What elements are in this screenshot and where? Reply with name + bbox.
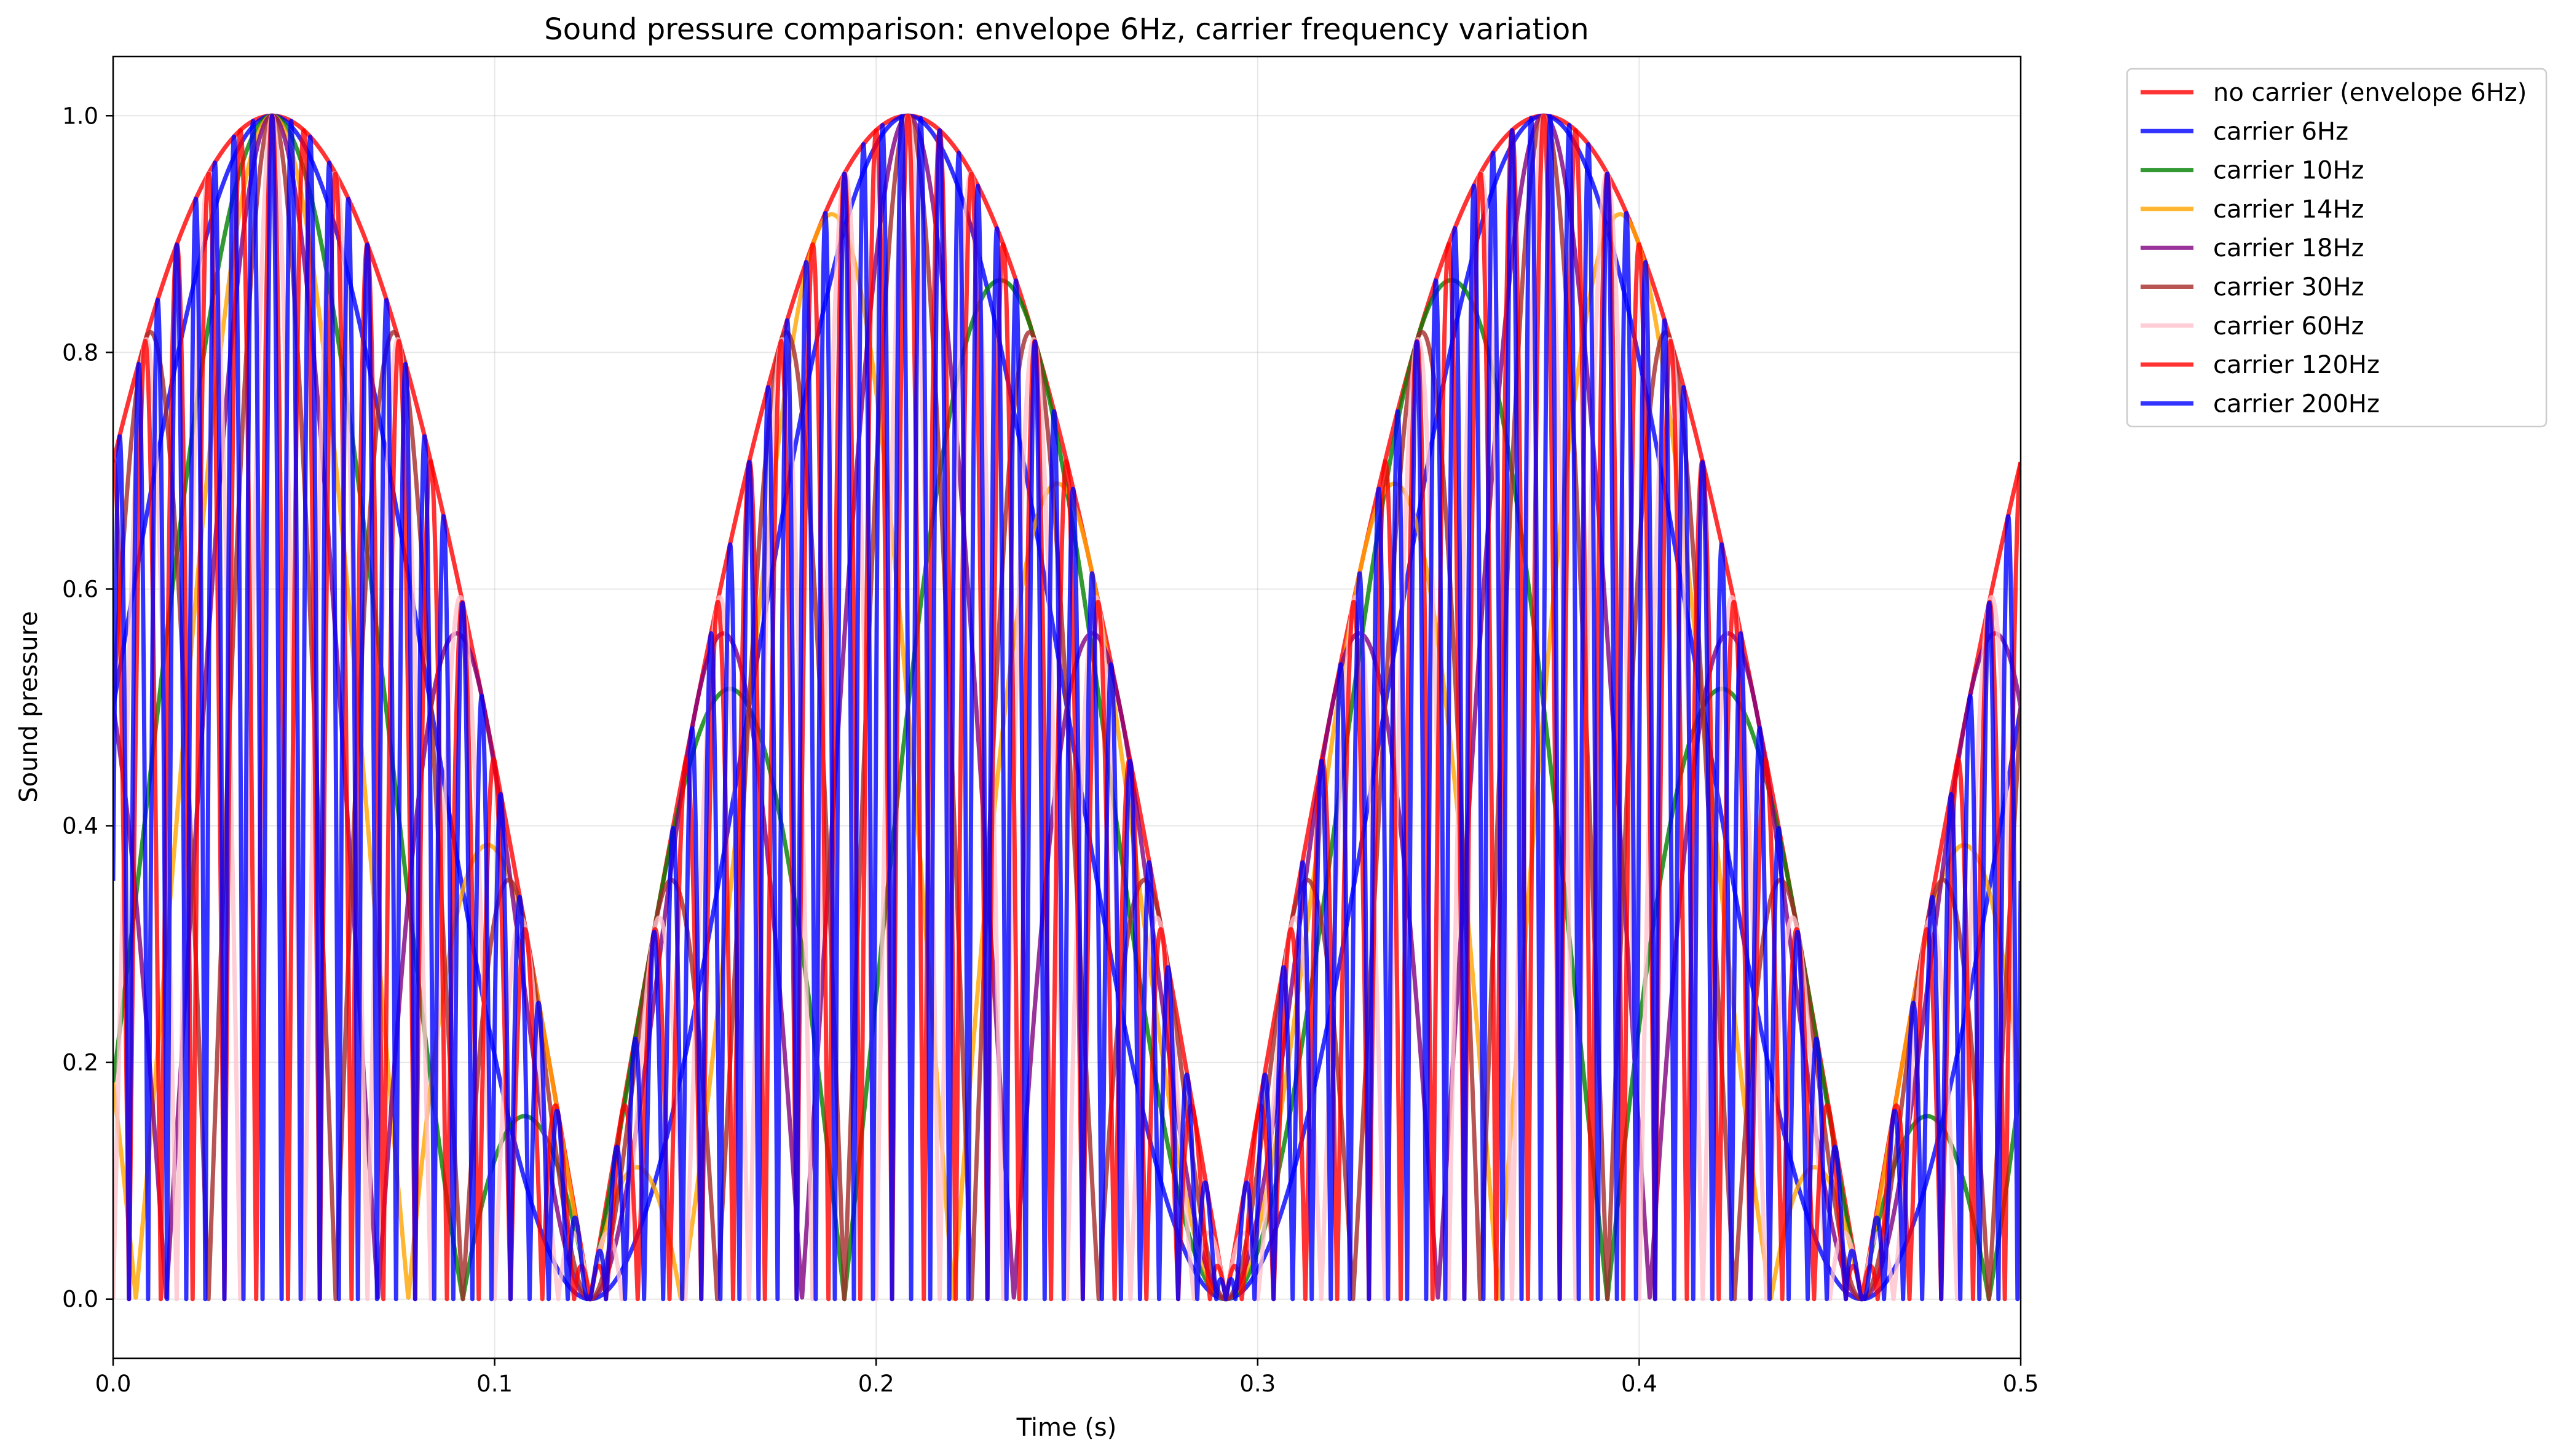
- legend-label: carrier 10Hz: [2213, 157, 2364, 185]
- legend-label: carrier 6Hz: [2213, 117, 2348, 146]
- y-tick-label: 1.0: [62, 103, 98, 129]
- y-tick-label: 0.2: [62, 1050, 98, 1076]
- x-tick-label: 0.3: [1239, 1371, 1276, 1397]
- x-tick-label: 0.5: [2003, 1371, 2039, 1397]
- x-tick-label: 0.1: [476, 1371, 513, 1397]
- legend-label: carrier 18Hz: [2213, 234, 2364, 262]
- series-line-8: [113, 113, 2021, 1302]
- legend-label: no carrier (envelope 6Hz): [2213, 79, 2527, 107]
- legend-label: carrier 200Hz: [2213, 390, 2380, 418]
- legend-frame: [2126, 68, 2548, 428]
- y-tick-label: 0.0: [62, 1286, 98, 1313]
- y-tick-label: 0.8: [62, 339, 98, 366]
- x-tick-label: 0.2: [858, 1371, 894, 1397]
- chart-title: Sound pressure comparison: envelope 6Hz,…: [544, 12, 1589, 47]
- plot-frame: [112, 55, 2022, 1360]
- x-axis-label: Time (s): [1016, 1414, 1117, 1442]
- legend-label: carrier 30Hz: [2213, 273, 2364, 302]
- y-tick-label: 0.4: [62, 813, 98, 840]
- legend-label: carrier 60Hz: [2213, 312, 2364, 340]
- legend: no carrier (envelope 6Hz) carrier 6Hz carr…: [2126, 68, 2548, 428]
- legend-label: carrier 120Hz: [2213, 351, 2380, 379]
- series-lines: [113, 113, 2021, 1302]
- x-tick-label: 0.0: [95, 1371, 132, 1397]
- y-tick-label: 0.6: [62, 576, 98, 602]
- x-tick-label: 0.4: [1621, 1371, 1657, 1397]
- axis-ticks: 0.0 0.1 0.2 0.3 0.4 0.5 0.0 0.2 0.4 0.6 0.8 1.0: [62, 103, 2039, 1397]
- series-line-6: [113, 113, 2021, 1302]
- legend-label: carrier 14Hz: [2213, 195, 2364, 224]
- y-axis-label: Sound pressure: [15, 611, 43, 802]
